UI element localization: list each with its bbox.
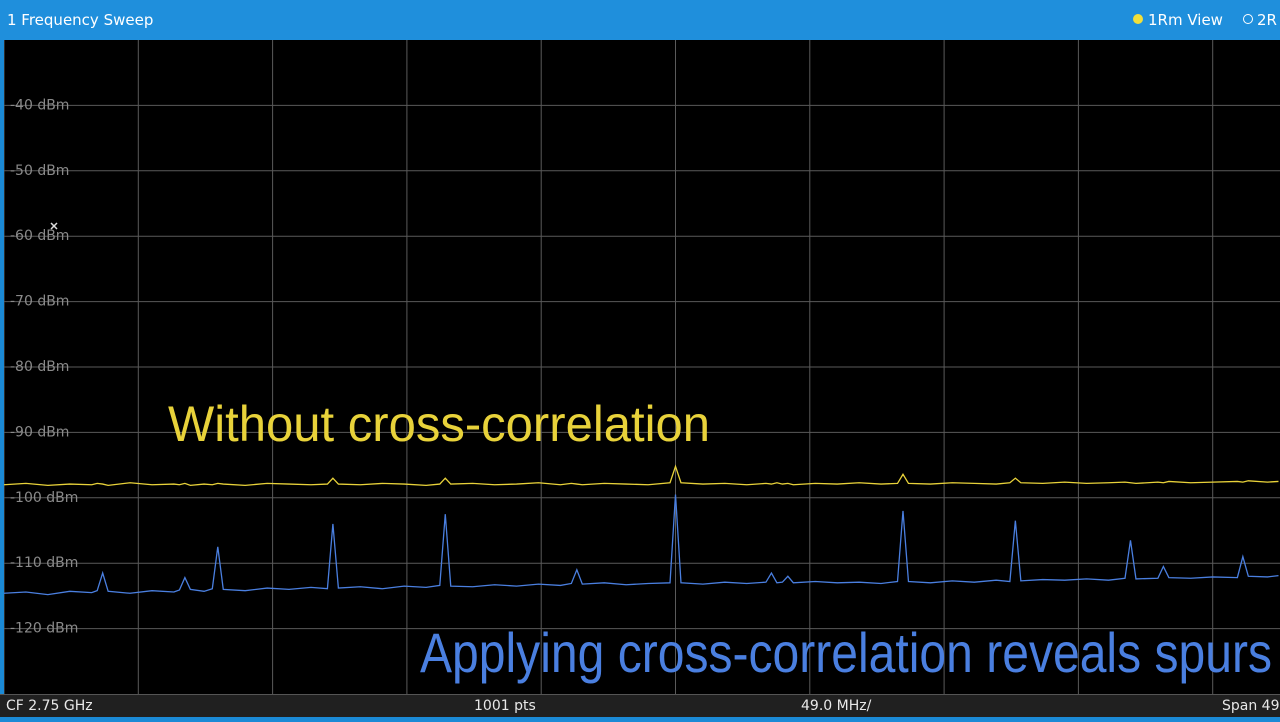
y-tick-label: -120 dBm: [10, 621, 78, 637]
window-title: 1 Frequency Sweep: [7, 11, 154, 29]
y-tick-label: -60 dBm: [10, 228, 69, 244]
legend-dot: [1133, 14, 1143, 24]
center-frequency: CF 2.75 GHz: [6, 698, 93, 714]
span: Span 49: [1222, 698, 1280, 714]
y-tick-label: -40 dBm: [10, 97, 69, 113]
trace-label: Without cross-correlation: [168, 396, 710, 452]
sweep-points: 1001 pts: [474, 698, 536, 714]
status-bar: CF 2.75 GHz 1001 pts 49.0 MHz/ Span 49: [0, 694, 1280, 717]
y-tick-label: -100 dBm: [10, 490, 78, 506]
trace: [4, 494, 1279, 596]
trace-label: Applying cross-correlation reveals spurs: [420, 621, 1272, 684]
y-tick-label: -90 dBm: [10, 424, 69, 440]
legend-entry[interactable]: 2R: [1257, 11, 1277, 29]
y-tick-label: -80 dBm: [10, 359, 69, 375]
marker-icon: [50, 222, 58, 230]
y-tick-label: -110 dBm: [10, 555, 78, 571]
legend-dot: [1243, 14, 1253, 24]
chart: -40 dBm -50 dBm -60 dBm -70 dBm -80 dBm -90 d…: [4, 40, 1280, 694]
y-tick-label: -50 dBm: [10, 163, 69, 179]
legend-entry[interactable]: 1Rm View: [1148, 11, 1223, 29]
trace: [4, 464, 1279, 487]
y-tick-label: -70 dBm: [10, 294, 69, 310]
header-bar: 1 Frequency Sweep 1Rm View 2R: [0, 0, 1280, 40]
per-division: 49.0 MHz/: [801, 698, 872, 714]
